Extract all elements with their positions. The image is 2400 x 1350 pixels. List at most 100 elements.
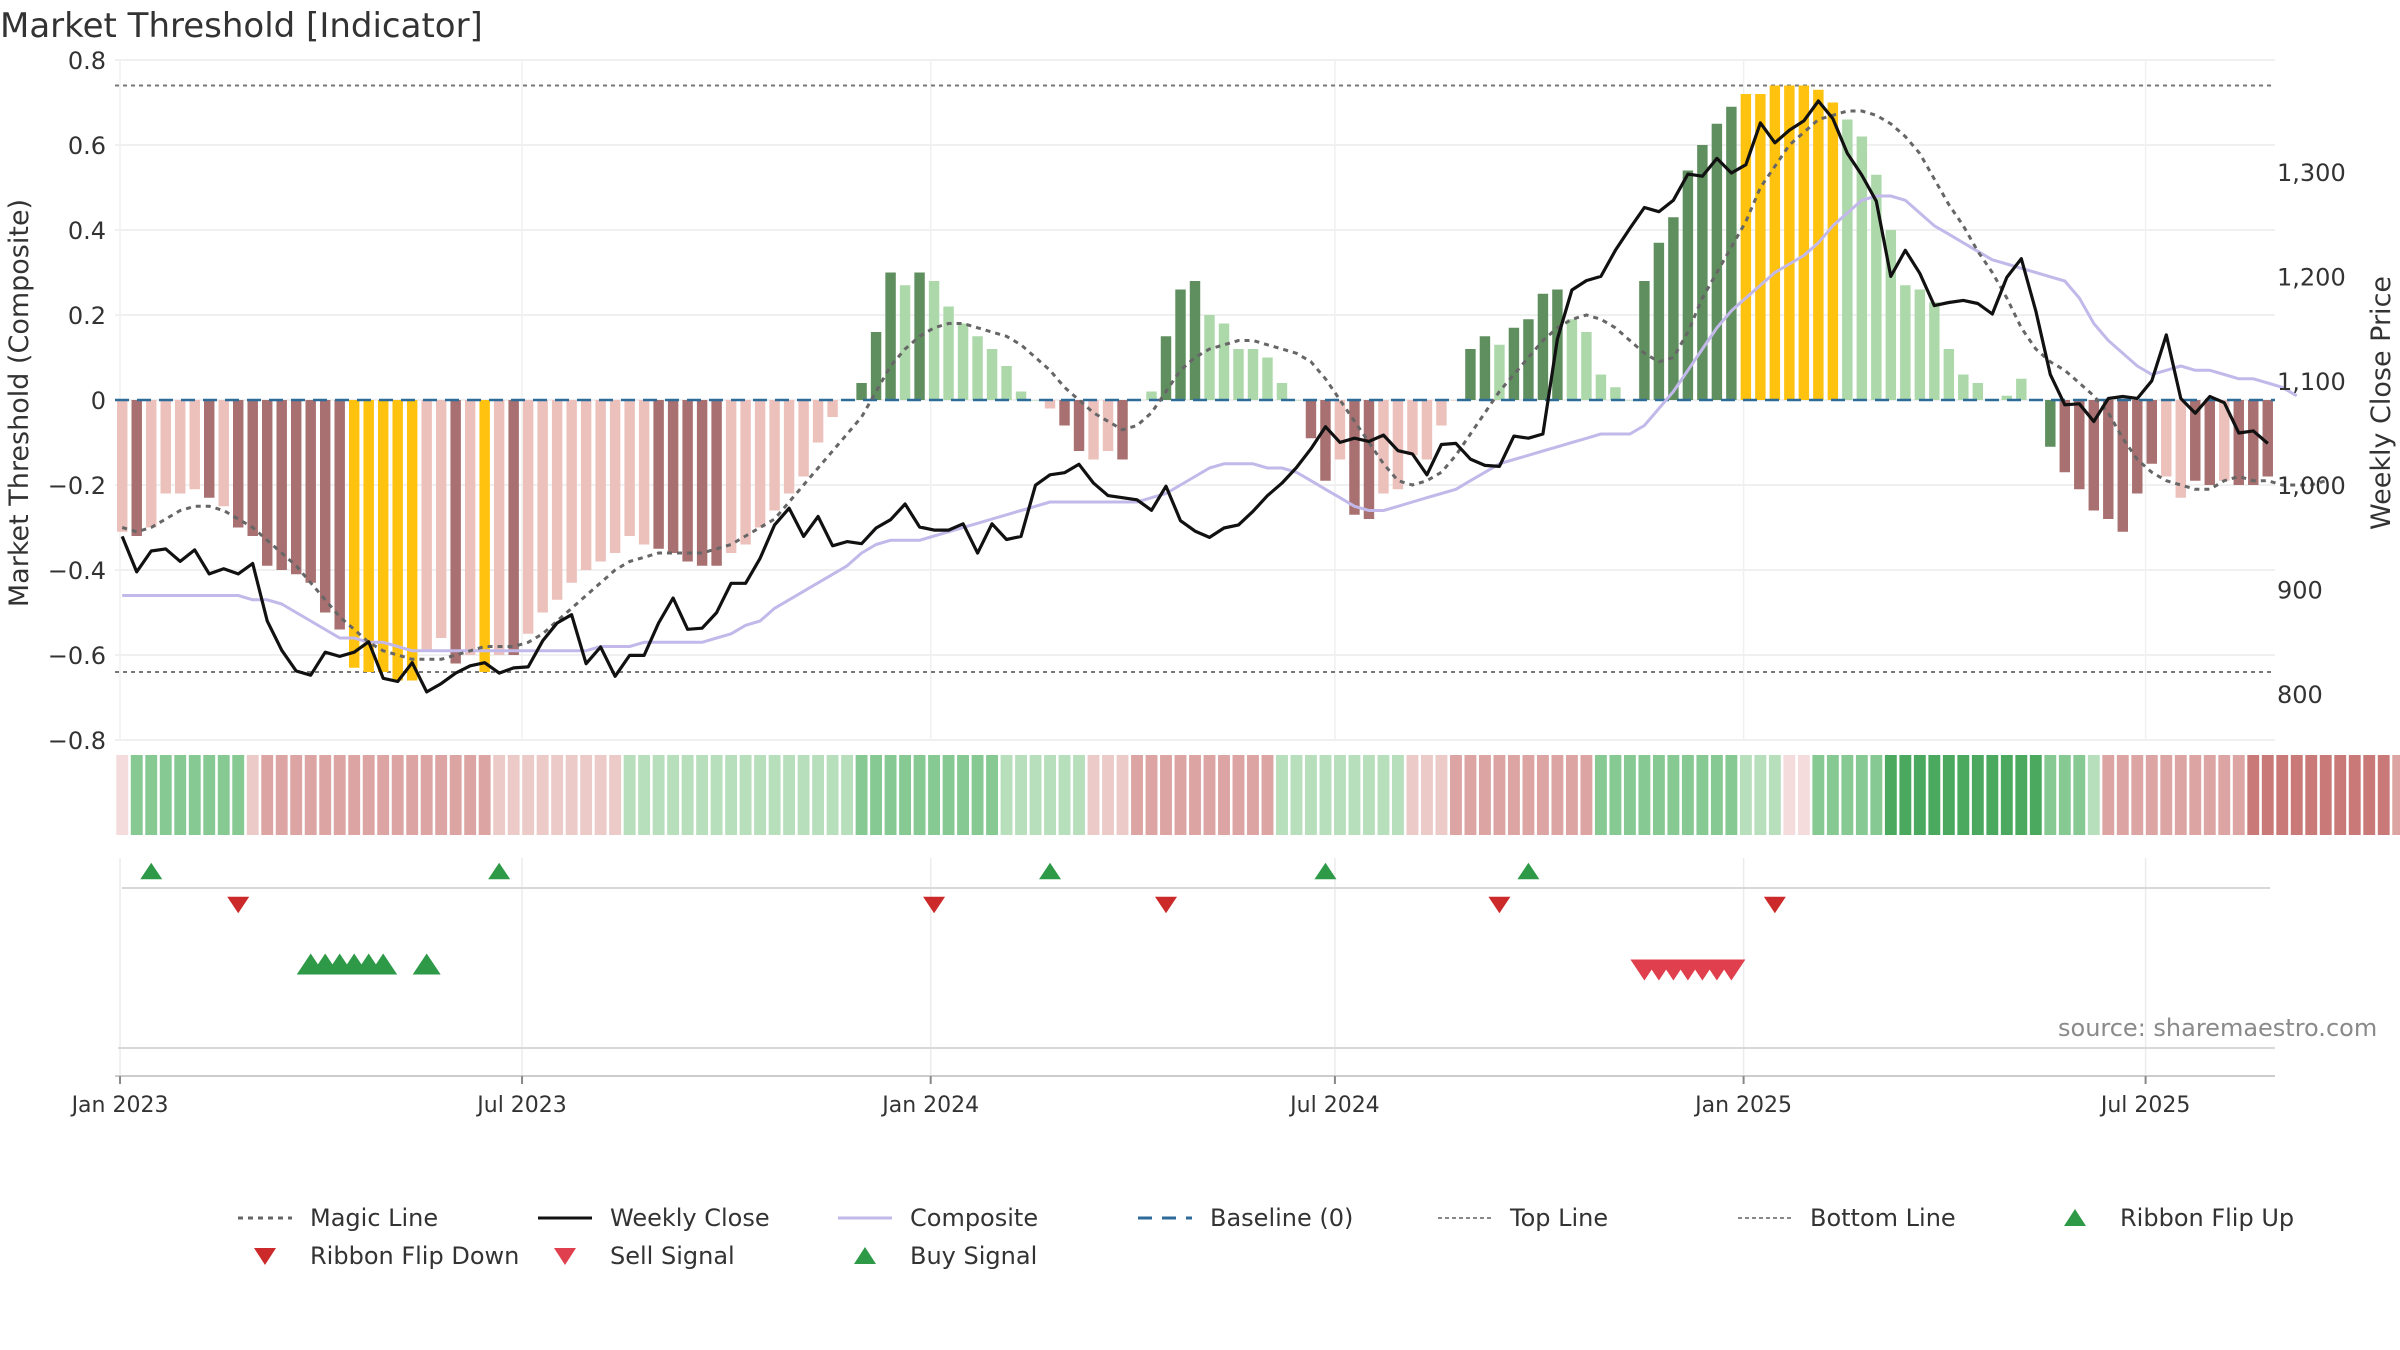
ribbon-cell — [1290, 755, 1303, 835]
buy-signal-marker — [369, 953, 398, 975]
composite-bar — [2262, 400, 2273, 477]
ribbon-cell — [1928, 755, 1941, 835]
ribbon-cell — [1841, 755, 1854, 835]
ribbon-cell — [1406, 755, 1419, 835]
y-axis-left-label: Market Threshold (Composite) — [4, 199, 35, 607]
composite-bar — [522, 400, 534, 634]
ribbon-cell — [1739, 755, 1752, 835]
ribbon-cell — [435, 755, 448, 835]
composite-bar — [1639, 281, 1650, 400]
composite-bar — [479, 400, 490, 672]
legend-item: Baseline (0) — [1130, 1200, 1353, 1236]
y-left-tick-label: 0.6 — [68, 132, 106, 160]
ribbon-cell — [1305, 755, 1317, 835]
ribbon-cell — [2145, 755, 2158, 835]
ribbon-cell — [1029, 755, 1042, 835]
weekly-close-line — [120, 99, 2269, 694]
composite-bar — [1320, 400, 1331, 481]
ribbon-cell — [522, 755, 535, 835]
ribbon-cell — [478, 755, 491, 835]
legend-label: Composite — [910, 1204, 1039, 1232]
composite-bar — [1682, 170, 1694, 400]
legend-symbol — [538, 1216, 592, 1220]
sell-signal-marker — [1717, 959, 1746, 981]
legend-marker — [554, 1248, 576, 1265]
composite-bar — [1494, 344, 1505, 400]
composite-bar — [1247, 349, 1259, 400]
composite-bar — [2219, 400, 2230, 481]
ribbon-cell — [1754, 755, 1767, 835]
ribbon-cell — [2203, 755, 2216, 835]
composite-line — [122, 194, 2298, 653]
ribbon-cell — [1681, 755, 1694, 835]
ribbon-cell — [1507, 755, 1520, 835]
legend-symbol — [1438, 1217, 1492, 1219]
ribbon-cell — [1899, 755, 1912, 835]
ribbon-cell — [1783, 755, 1796, 835]
axes: 0.8 0.6 0.4 0.2 0 −0.2 −0.4 −0.6 −0.8 1,300 1,200 1… — [48, 47, 2346, 1118]
ribbon-cell — [1232, 755, 1245, 835]
composite-bar — [885, 272, 896, 400]
composite-bar — [1711, 123, 1723, 400]
composite-bar — [2132, 400, 2143, 494]
composite-bar — [218, 400, 229, 507]
composite-bar — [1363, 400, 1375, 519]
ribbon-cell — [2102, 755, 2115, 835]
composite-bar — [754, 400, 766, 528]
legend-label: Top Line — [1510, 1204, 1609, 1232]
composite-bar — [1581, 332, 1592, 400]
ribbon-cell — [1189, 755, 1201, 835]
legend-item: Bottom Line — [1730, 1200, 1956, 1236]
ribbon-cell — [1942, 755, 1955, 835]
composite-bar — [1218, 323, 1230, 400]
legend-marker — [854, 1247, 876, 1264]
ribbon-cell — [2261, 755, 2274, 835]
composite-bar — [464, 400, 476, 655]
ribbon-flip-up-marker — [140, 862, 163, 880]
ribbon-cell — [594, 755, 607, 835]
composite-bar — [1755, 94, 1766, 400]
ribbon-cell — [1652, 755, 1665, 835]
ribbon-cell — [623, 755, 636, 835]
legend-item: Composite — [830, 1200, 1038, 1236]
ribbon-cell — [275, 755, 288, 835]
ribbon-cell — [174, 755, 187, 835]
ribbon-cell — [1884, 755, 1897, 835]
magic-line — [121, 109, 2327, 661]
composite-bar — [725, 400, 737, 553]
composite-bar — [595, 400, 606, 562]
ribbon-cell — [768, 755, 781, 835]
composite-bar — [377, 400, 389, 672]
composite-bar — [2117, 400, 2129, 532]
ribbon-cell — [1363, 755, 1375, 835]
ribbon-cell — [1710, 755, 1723, 835]
ribbon-cell — [1160, 755, 1172, 835]
composite-bar — [580, 400, 592, 570]
ribbon-cell — [1319, 755, 1332, 835]
x-tick-label: Jul 2025 — [2099, 1093, 2191, 1118]
ribbon-cell — [290, 755, 303, 835]
ribbon-cell — [2276, 755, 2289, 835]
composite-bar — [1624, 400, 1636, 401]
legend-symbol — [2064, 1209, 2086, 1226]
composite-bar — [769, 400, 780, 511]
legend-label: Sell Signal — [610, 1242, 735, 1270]
composite-bar — [1088, 400, 1099, 460]
composite-bar — [1972, 383, 1984, 400]
legend-symbol — [254, 1248, 276, 1265]
signal-markers — [140, 862, 1786, 981]
ribbon-cell — [797, 755, 810, 835]
composite-bar — [1044, 400, 1056, 409]
legend-item: Sell Signal — [530, 1238, 735, 1274]
ribbon-flip-up-marker — [1314, 862, 1337, 880]
composite-bar — [146, 400, 157, 528]
composite-bar — [638, 400, 650, 545]
ribbon-cell — [913, 755, 926, 835]
ribbon-cell — [1768, 755, 1781, 835]
ribbon-cell — [942, 755, 955, 835]
ribbon-cell — [1218, 755, 1230, 835]
ribbon-cell — [2174, 755, 2187, 835]
ribbon-cell — [681, 755, 694, 835]
ribbon-cell — [507, 755, 520, 835]
legend-symbol — [1738, 1217, 1792, 1219]
